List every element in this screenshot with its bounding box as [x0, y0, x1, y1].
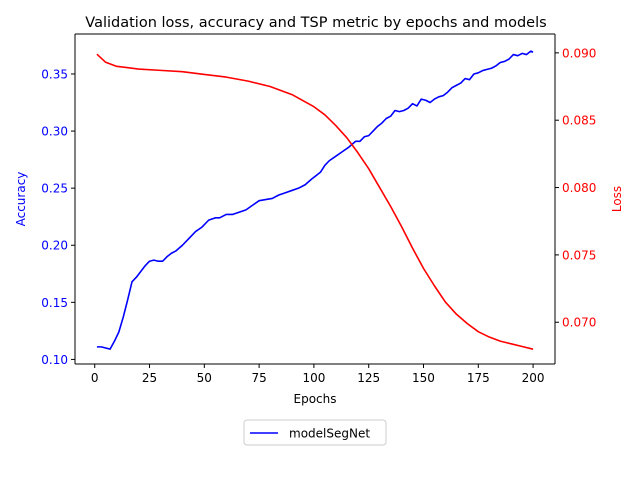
x-tick-label: 0: [91, 371, 99, 385]
y-left-tick-label: 0.30: [41, 125, 68, 139]
x-tick-label: 175: [467, 371, 490, 385]
y-right-tick-label: 0.070: [562, 316, 596, 330]
legend-label-modelsegnet: modelSegNet: [289, 427, 370, 441]
series-line-accuracy: [96, 50, 534, 350]
y-axis-title-loss: Loss: [610, 186, 624, 212]
y-axis-title-accuracy: Accuracy: [14, 172, 28, 227]
chart-title: Validation loss, accuracy and TSP metric…: [85, 15, 546, 31]
x-tick-label: 150: [412, 371, 435, 385]
x-tick-label: 25: [142, 371, 157, 385]
y-left-tick-label: 0.15: [41, 296, 68, 310]
x-tick-label: 200: [522, 371, 545, 385]
legend: modelSegNet: [243, 419, 387, 446]
x-axis-title: Epochs: [294, 392, 337, 406]
series-line-loss: [96, 53, 534, 350]
x-tick-label: 50: [197, 371, 212, 385]
legend-frame: [243, 419, 387, 446]
y-right-tick-label: 0.075: [562, 248, 596, 262]
x-tick-label: 125: [357, 371, 380, 385]
y-right-tick-label: 0.080: [562, 181, 596, 195]
y-right-tick-label: 0.085: [562, 114, 596, 128]
plot-area: 0 25 50 75 100 125 150 175 200 0.10 0.15 0.20 0.25 0.…: [41, 33, 596, 385]
y-right-tick-label: 0.090: [562, 46, 596, 60]
y-left-tick-label: 0.25: [41, 182, 68, 196]
y-left-tick-label: 0.10: [41, 353, 68, 367]
x-tick-label: 75: [251, 371, 266, 385]
y-left-tick-label: 0.35: [41, 67, 68, 81]
x-tick-label: 100: [302, 371, 325, 385]
y-left-tick-label: 0.20: [41, 239, 68, 253]
